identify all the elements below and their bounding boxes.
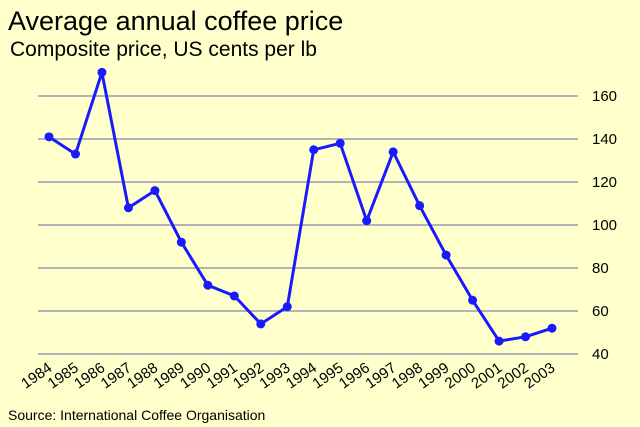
data-point — [388, 147, 398, 157]
data-point — [494, 336, 504, 346]
data-point — [441, 250, 451, 260]
data-point — [203, 280, 213, 290]
chart-title: Average annual coffee price — [8, 6, 343, 36]
y-tick-label: 160 — [592, 88, 617, 105]
data-point — [176, 237, 186, 247]
data-point — [282, 302, 292, 312]
data-point — [70, 149, 80, 159]
data-point — [362, 216, 372, 226]
data-point — [547, 323, 557, 333]
data-point — [521, 332, 531, 342]
y-axis-ticks: 40 60 80 100 120 140 160 — [592, 88, 617, 363]
data-point — [44, 132, 54, 142]
data-point — [97, 67, 107, 77]
y-tick-label: 140 — [592, 131, 617, 148]
data-point — [309, 145, 319, 155]
data-point — [256, 319, 266, 329]
series-layer — [44, 67, 557, 346]
data-point — [229, 291, 239, 301]
chart-subtitle: Composite price, US cents per lb — [10, 38, 317, 61]
data-point — [150, 186, 160, 196]
y-tick-label: 100 — [592, 217, 617, 234]
y-tick-label: 80 — [592, 260, 609, 277]
data-point — [335, 138, 345, 148]
data-point — [415, 201, 425, 211]
x-axis-ticks: 1984198519861987198819891990199119921993… — [18, 359, 558, 392]
gridlines — [38, 95, 578, 355]
y-tick-label: 120 — [592, 174, 617, 191]
x-tick-label: 2003 — [521, 359, 558, 392]
data-point — [123, 203, 133, 213]
data-point — [468, 295, 478, 305]
y-tick-label: 40 — [592, 346, 609, 363]
chart-source: Source: International Coffee Organisatio… — [8, 407, 265, 423]
y-tick-label: 60 — [592, 303, 609, 320]
series-line — [48, 70, 553, 343]
